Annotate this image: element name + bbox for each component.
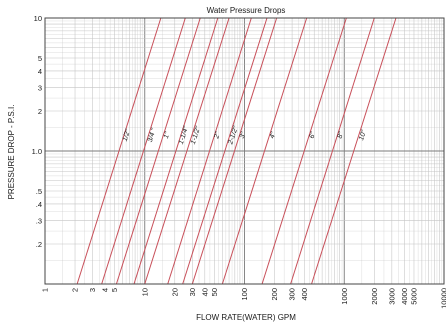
series-line: [311, 17, 397, 285]
x-tick-label: 4000: [400, 288, 409, 305]
y-tick-label: .2: [36, 240, 42, 249]
series-line: [191, 17, 278, 285]
x-tick-label: 1: [41, 288, 50, 292]
series-line: [133, 17, 219, 285]
series-line: [167, 17, 252, 285]
series-label: 1-1/4": [178, 125, 190, 145]
series-label: 3/4 ": [147, 127, 158, 143]
y-tick-label: 5: [38, 54, 42, 63]
x-tick-label: 100: [240, 288, 249, 301]
series-label: 4": [269, 131, 278, 140]
y-tick-label: .3: [36, 217, 42, 226]
x-tick-label: 400: [300, 288, 309, 301]
x-tick-label: 1000: [340, 288, 349, 305]
series-line: [221, 17, 308, 285]
series-line: [76, 17, 162, 285]
x-axis-ticks: 1 2 3 4 5 10 20 30 40 50 100 200 300 400 1000 2000 3000 4…: [41, 288, 446, 309]
series-line: [261, 17, 347, 285]
series-label: 1/2": [122, 128, 133, 142]
series-line: [115, 17, 201, 285]
series-label: 8": [337, 131, 346, 140]
x-tick-label: 200: [270, 288, 279, 301]
y-tick-label: .4: [36, 200, 42, 209]
y-axis-ticks: 10 5 4 3 2 1.0 .5 .4 .3 .2: [32, 14, 42, 249]
x-tick-label: 50: [210, 288, 219, 296]
x-tick-label: 30: [188, 288, 197, 296]
x-tick-label: 5000: [409, 288, 418, 305]
y-tick-label: .5: [36, 187, 42, 196]
plot-frame: [44, 17, 445, 285]
series-line: [182, 17, 268, 285]
x-tick-label: 3: [88, 288, 97, 292]
y-tick-label: 3: [38, 84, 42, 93]
y-tick-label: 10: [34, 14, 42, 23]
x-tick-label: 10000: [440, 288, 446, 309]
x-tick-label: 4: [101, 288, 110, 292]
series-label: 2": [213, 131, 222, 141]
series-line: [290, 17, 375, 285]
x-axis-label: FLOW RATE(WATER) GPM: [196, 313, 296, 322]
series-label: 1-1/2": [190, 125, 202, 145]
y-axis-label: PRESSURE DROP - P.S.I.: [7, 105, 16, 200]
x-tick-label: 10: [140, 288, 149, 296]
series-label: 1": [163, 131, 172, 140]
y-tick-label: 4: [38, 67, 42, 76]
x-tick-label: 5: [110, 288, 119, 292]
x-tick-label: 2: [71, 288, 80, 292]
chart-title: Water Pressure Drops: [207, 6, 286, 15]
y-tick-label: 1.0: [32, 147, 42, 156]
series-line: [144, 17, 230, 285]
series-label: 6": [309, 131, 318, 140]
y-tick-label: 2: [38, 107, 42, 116]
x-tick-label: 20: [170, 288, 179, 296]
grid: [44, 18, 444, 285]
x-tick-label: 300: [288, 288, 297, 301]
series-line: [101, 17, 186, 285]
series-label: 10": [358, 129, 368, 141]
x-tick-label: 2000: [370, 288, 379, 305]
series-label: 3": [239, 131, 248, 140]
x-tick-label: 3000: [387, 288, 396, 305]
x-tick-label: 40: [200, 288, 209, 296]
series-lines: [76, 17, 397, 285]
